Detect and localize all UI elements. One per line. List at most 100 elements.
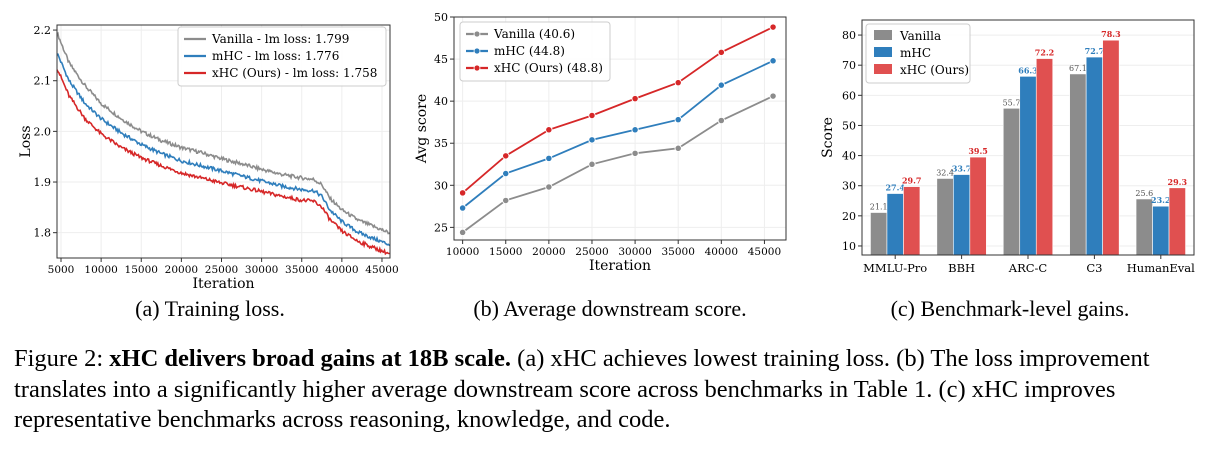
- y-tick-label: 60: [842, 89, 856, 102]
- axes-frame: [56, 24, 391, 259]
- bar-value-label: 32.4: [936, 168, 954, 177]
- data-point-b-0: [502, 196, 510, 205]
- series-line-a-2: [56, 69, 391, 256]
- data-point-b-2: [588, 111, 596, 120]
- y-tick-label: 2.0: [34, 125, 52, 138]
- x-tick-label: C3: [1086, 261, 1102, 275]
- y-tick-label: 35: [434, 137, 448, 150]
- bar-value-label: 29.7: [902, 176, 921, 186]
- data-point-b-2: [545, 126, 553, 134]
- data-point-b-0: [631, 149, 639, 157]
- panel-c-benchmark-gains: 21.1 27.429.7 MMLU-Pro 32.433.7 39.5 BBH 55.7 6…: [820, 19, 1195, 275]
- legend-box: [177, 26, 387, 87]
- y-axis-label: Avg score: [414, 94, 430, 164]
- y-tick-label: 20: [842, 210, 856, 223]
- y-tick-label: 1.8: [34, 227, 52, 240]
- bar-0-1: [936, 178, 954, 256]
- x-tick-label: 30000: [618, 246, 651, 258]
- bar-value-label: 39.5: [968, 146, 987, 156]
- panel-a-training-loss: 5000 10000 15000 20000 25000 30000 35000 40000 4…: [18, 24, 399, 292]
- bar-value-label: 23.2: [1151, 195, 1170, 205]
- x-tick-label: 30000: [245, 264, 278, 276]
- x-tick-label: 25000: [575, 246, 608, 258]
- figure-caption: Figure 2: xHC delivers broad gains at 18…: [14, 344, 1210, 436]
- y-tick-label: 25: [434, 221, 448, 234]
- figure-panels: 5000 10000 15000 20000 25000 30000 35000 40000 4…: [18, 11, 1195, 292]
- subcaption-c: (c) Benchmark-level gains.: [890, 296, 1130, 321]
- series-line-a-0: [56, 31, 391, 235]
- legend-marker: [473, 30, 481, 38]
- data-point-b-0: [588, 160, 596, 168]
- x-tick-label: 5000: [48, 264, 75, 276]
- caption-prefix: Figure 2:: [14, 345, 110, 372]
- axes-frame: [861, 19, 1195, 256]
- bar-1-4: [1152, 205, 1170, 256]
- x-tick-label: BBH: [948, 261, 975, 275]
- data-point-b-1: [588, 136, 596, 144]
- data-point-b-0: [769, 92, 777, 100]
- x-tick-label: 20000: [532, 246, 565, 258]
- legend-swatch: [874, 47, 892, 57]
- y-tick-label: 30: [434, 179, 448, 192]
- legend-label: Vanilla - lm loss: 1.799: [211, 32, 349, 46]
- y-axis-label: Score: [820, 117, 836, 158]
- bar-value-label: 29.3: [1168, 177, 1188, 187]
- data-point-b-0: [458, 228, 467, 237]
- legend-label: Vanilla: [899, 29, 941, 43]
- legend-label: xHC (Ours) - lm loss: 1.758: [212, 66, 377, 80]
- y-tick-label: 30: [842, 180, 856, 193]
- bar-value-label: 72.7: [1085, 46, 1104, 56]
- series-line-b-2: [462, 26, 774, 194]
- data-point-b-2: [769, 23, 777, 31]
- y-tick-label: 50: [842, 119, 856, 132]
- y-tick-label: 45: [434, 53, 448, 66]
- legend-label: mHC (44.8): [494, 44, 565, 58]
- legend-label: xHC (Ours) (48.8): [494, 61, 603, 75]
- y-tick-label: 50: [434, 11, 448, 24]
- legend-label: mHC - lm loss: 1.776: [212, 49, 339, 63]
- bar-value-label: 27.4: [885, 183, 905, 193]
- bar-1-2: [1019, 76, 1037, 256]
- data-point-b-2: [674, 78, 682, 87]
- data-point-b-0: [674, 144, 682, 152]
- bar-2-2: [1035, 58, 1054, 256]
- bar-2-0: [903, 186, 921, 256]
- data-point-b-1: [502, 169, 510, 178]
- bar-2-4: [1168, 187, 1186, 256]
- x-axis-label: Iteration: [589, 258, 651, 274]
- x-tick-label: 15000: [125, 264, 158, 276]
- x-tick-label: ARC-C: [1008, 261, 1048, 275]
- bar-value-label: 72.2: [1035, 48, 1054, 58]
- data-point-b-1: [717, 81, 725, 89]
- data-point-b-2: [631, 94, 639, 103]
- legend-swatch: [874, 30, 892, 40]
- bar-value-label: 25.6: [1135, 189, 1153, 198]
- series-line-a-1: [56, 53, 391, 247]
- bar-value-label: 66.3: [1018, 65, 1038, 75]
- series-line-b-1: [462, 59, 774, 209]
- y-tick-label: 10: [842, 240, 856, 253]
- series-line-b-0: [462, 95, 774, 234]
- data-point-b-1: [769, 57, 777, 65]
- legend-swatch: [874, 64, 892, 74]
- legend-label: Vanilla (40.6): [493, 27, 575, 41]
- x-tick-label: 35000: [285, 264, 318, 276]
- y-tick-label: 40: [842, 150, 856, 163]
- y-tick-label: 2.1: [34, 75, 52, 88]
- data-point-b-2: [458, 189, 467, 197]
- y-tick-label: 80: [842, 29, 856, 42]
- bar-value-label: 67.1: [1069, 64, 1087, 73]
- x-tick-label: 40000: [325, 264, 358, 276]
- y-tick-label: 70: [842, 59, 856, 72]
- legend-label: xHC (Ours): [900, 63, 969, 77]
- x-tick-label: 45000: [748, 246, 781, 258]
- x-tick-label: 40000: [705, 246, 738, 258]
- x-tick-label: HumanEval: [1127, 261, 1195, 275]
- legend-label: mHC: [900, 46, 931, 60]
- bar-value-label: 21.1: [870, 203, 888, 212]
- data-point-b-1: [631, 126, 639, 134]
- data-point-b-1: [545, 154, 553, 163]
- bar-0-0: [870, 212, 888, 256]
- x-tick-label: 10000: [446, 246, 479, 258]
- bar-0-2: [1002, 107, 1021, 256]
